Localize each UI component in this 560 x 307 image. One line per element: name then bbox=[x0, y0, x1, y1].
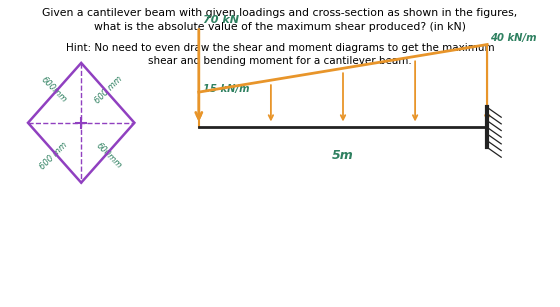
Text: 600mm: 600mm bbox=[39, 75, 68, 104]
Text: 70 kN: 70 kN bbox=[203, 14, 239, 25]
Text: Hint: No need to even draw the shear and moment diagrams to get the maximum: Hint: No need to even draw the shear and… bbox=[66, 43, 494, 53]
Text: what is the absolute value of the maximum shear produced? (in kN): what is the absolute value of the maximu… bbox=[94, 22, 466, 32]
Text: shear and bending moment for a cantilever beam.: shear and bending moment for a cantileve… bbox=[148, 56, 412, 66]
Text: 15 kN/m: 15 kN/m bbox=[203, 84, 249, 94]
Text: 600mm: 600mm bbox=[94, 141, 124, 170]
Text: Given a cantilever beam with given loadings and cross-section as shown in the fi: Given a cantilever beam with given loadi… bbox=[43, 8, 517, 18]
Text: 40 kN/m: 40 kN/m bbox=[490, 33, 536, 42]
Text: 600 mm: 600 mm bbox=[94, 74, 124, 105]
Text: 600 mm: 600 mm bbox=[38, 140, 69, 171]
Text: 5m: 5m bbox=[332, 150, 354, 162]
